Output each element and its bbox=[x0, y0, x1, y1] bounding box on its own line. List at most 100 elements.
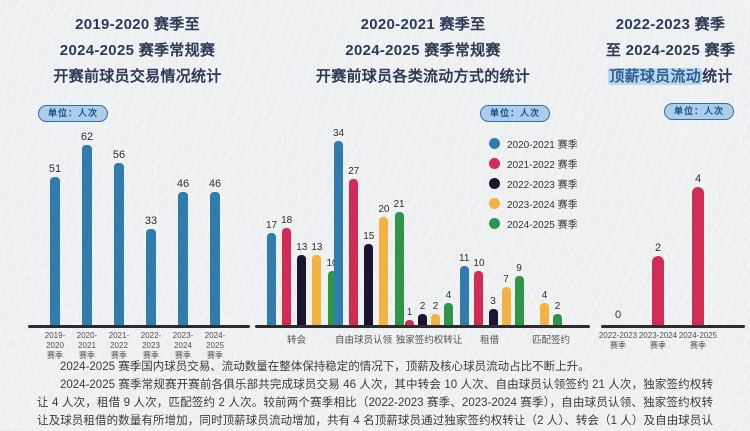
title-line: 开赛前球员各类流动方式的统计 bbox=[315, 68, 531, 85]
bar-slot: 46 bbox=[199, 125, 231, 325]
grouped-bar-slot: 34 bbox=[333, 129, 344, 325]
unit-badge-right: 单位：人次 bbox=[664, 103, 735, 120]
bar-value-label: 21 bbox=[393, 199, 405, 210]
summary-text: 2024-2025 赛季国内球员交易、流动数量在整体保持稳定的情况下，顶薪及核心… bbox=[37, 358, 713, 431]
grouped-bar bbox=[501, 287, 511, 325]
grouped-bar-slot: 2 bbox=[418, 302, 427, 325]
grouped-bar bbox=[444, 303, 453, 325]
grouped-bar bbox=[334, 141, 344, 325]
axis-category-label: 2024-2025 赛季 bbox=[678, 331, 718, 350]
axis-category-label: 2023-2024 赛季 bbox=[172, 331, 194, 360]
bar-slot: 0 bbox=[598, 160, 638, 325]
left-chart-title: 2019-2020 赛季至 2024-2025 赛季常规赛 开赛前球员交易情况统… bbox=[30, 12, 245, 90]
bar-value-label: 0 bbox=[614, 309, 622, 321]
grouped-bar bbox=[349, 179, 359, 325]
bar bbox=[146, 229, 156, 325]
axis-category-label: 匹配签约 bbox=[531, 335, 571, 346]
bar-value-label: 7 bbox=[503, 274, 509, 285]
axis-category-label: 租借 bbox=[479, 335, 500, 346]
legend-label: 2022-2023 赛季 bbox=[507, 180, 578, 191]
legend-color-dot bbox=[489, 158, 500, 169]
grouped-bar bbox=[394, 212, 404, 325]
bar-value-label: 2 bbox=[419, 301, 426, 312]
grouped-bar bbox=[488, 309, 498, 325]
grouped-bar-slot: 10 bbox=[473, 259, 485, 325]
bar-value-label: 51 bbox=[48, 163, 62, 175]
x-axis-middle-chart bbox=[255, 325, 590, 328]
title-line: 2020-2021 赛季至 bbox=[360, 16, 486, 33]
bar-value-label: 4 bbox=[445, 290, 452, 301]
grouped-bar-slot: 20 bbox=[378, 204, 390, 325]
grouped-bar bbox=[540, 303, 549, 325]
grouped-bar-slot: 11 bbox=[459, 254, 469, 325]
grouped-bar bbox=[418, 314, 427, 325]
unit-badge-middle: 单位：人次 bbox=[480, 105, 551, 122]
bar-value-label: 33 bbox=[144, 215, 158, 227]
grouped-bar-slot: 4 bbox=[540, 291, 549, 325]
bar-slot: 56 bbox=[103, 125, 135, 325]
grouped-bar bbox=[267, 233, 277, 325]
bar-value-label: 17 bbox=[266, 220, 278, 231]
title-line: 2024-2025 赛季常规赛 bbox=[345, 42, 501, 59]
bar bbox=[114, 163, 124, 325]
summary-paragraph-2: 2024-2025 赛季常规赛开赛前各俱乐部共完成球员交易 46 人次，其中转会… bbox=[37, 379, 713, 427]
grouped-bar-slot: 7 bbox=[501, 274, 511, 325]
title-line: 2022-2023 赛季 bbox=[615, 16, 726, 33]
bar-value-label: 18 bbox=[281, 215, 293, 226]
axis-category-label: 2022-2023 赛季 bbox=[598, 331, 638, 350]
bar-group-2: 34 27 15 20 21 bbox=[333, 129, 405, 325]
summary-paragraph-1: 2024-2025 赛季国内球员交易、流动数量在整体保持稳定的情况下，顶薪及核心… bbox=[60, 361, 590, 373]
title-line: 开赛前球员交易情况统计 bbox=[53, 68, 222, 85]
grouped-bar-slot: 2 bbox=[553, 302, 562, 325]
grouped-bar bbox=[364, 244, 374, 325]
grouped-bar-slot: 2 bbox=[431, 302, 440, 325]
bar-slot: 51 bbox=[39, 125, 71, 325]
bar-value-label: 4 bbox=[694, 173, 702, 185]
legend-item: 2021-2022 赛季 bbox=[489, 156, 578, 171]
bar-slot: 62 bbox=[71, 125, 103, 325]
axis-category-label: 2024-2025 赛季 bbox=[204, 331, 226, 360]
axis-category-label: 2023-2024 赛季 bbox=[638, 331, 678, 350]
axis-category-label: 2020-2021 赛季 bbox=[76, 331, 98, 360]
trade-count-chart: 51 62 56 33 46 46 bbox=[39, 125, 231, 325]
axis-category-label: 2021-2022 赛季 bbox=[108, 331, 130, 360]
bar-value-label: 2 bbox=[432, 301, 439, 312]
grouped-bar-slot: 10 bbox=[327, 259, 338, 325]
grouped-bar bbox=[474, 271, 484, 325]
legend-item: 2022-2023 赛季 bbox=[489, 176, 578, 191]
legend-item: 2024-2025 赛季 bbox=[489, 216, 578, 231]
right-chart-title: 2022-2023 赛季 至 2024-2025 赛季 顶薪球员流动统计 bbox=[593, 12, 748, 90]
grouped-bar-slot: 4 bbox=[444, 291, 453, 325]
x-axis-right-chart bbox=[601, 325, 745, 328]
grouped-bar bbox=[514, 276, 524, 325]
grouped-bar bbox=[553, 314, 562, 325]
axis-category-label: 自由球员认领 bbox=[334, 335, 393, 346]
bar-slot: 33 bbox=[135, 125, 167, 325]
bar-value-label: 15 bbox=[363, 231, 375, 242]
legend-color-dot bbox=[489, 178, 500, 189]
bar bbox=[692, 187, 704, 325]
grouped-bar bbox=[312, 255, 322, 325]
grouped-bar bbox=[431, 314, 440, 325]
bar-value-label: 62 bbox=[80, 131, 94, 143]
axis-category-label: 独家签约权转让 bbox=[395, 335, 463, 346]
bar-value-label: 34 bbox=[333, 128, 345, 139]
bar-value-label: 9 bbox=[516, 263, 522, 274]
bar bbox=[178, 192, 188, 325]
grouped-bar bbox=[327, 271, 337, 325]
grouped-bar bbox=[405, 320, 414, 325]
grouped-bar bbox=[282, 228, 292, 325]
grouped-bar bbox=[297, 255, 307, 325]
bar-value-label: 3 bbox=[490, 296, 496, 307]
middle-chart-title: 2020-2021 赛季至 2024-2025 赛季常规赛 开赛前球员各类流动方… bbox=[268, 12, 578, 90]
bar-value-label: 20 bbox=[378, 204, 390, 215]
bar-value-label: 46 bbox=[176, 178, 190, 190]
grouped-bar-slot: 9 bbox=[514, 263, 524, 325]
unit-badge-left: 单位：人次 bbox=[38, 105, 109, 122]
bar-value-label: 56 bbox=[112, 149, 126, 161]
bar-value-label: 27 bbox=[348, 166, 360, 177]
bar-slot: 46 bbox=[167, 125, 199, 325]
trade-count-categories: 2019-2020 赛季 2020-2021 赛季 2021-2022 赛季 2022… bbox=[39, 331, 231, 361]
